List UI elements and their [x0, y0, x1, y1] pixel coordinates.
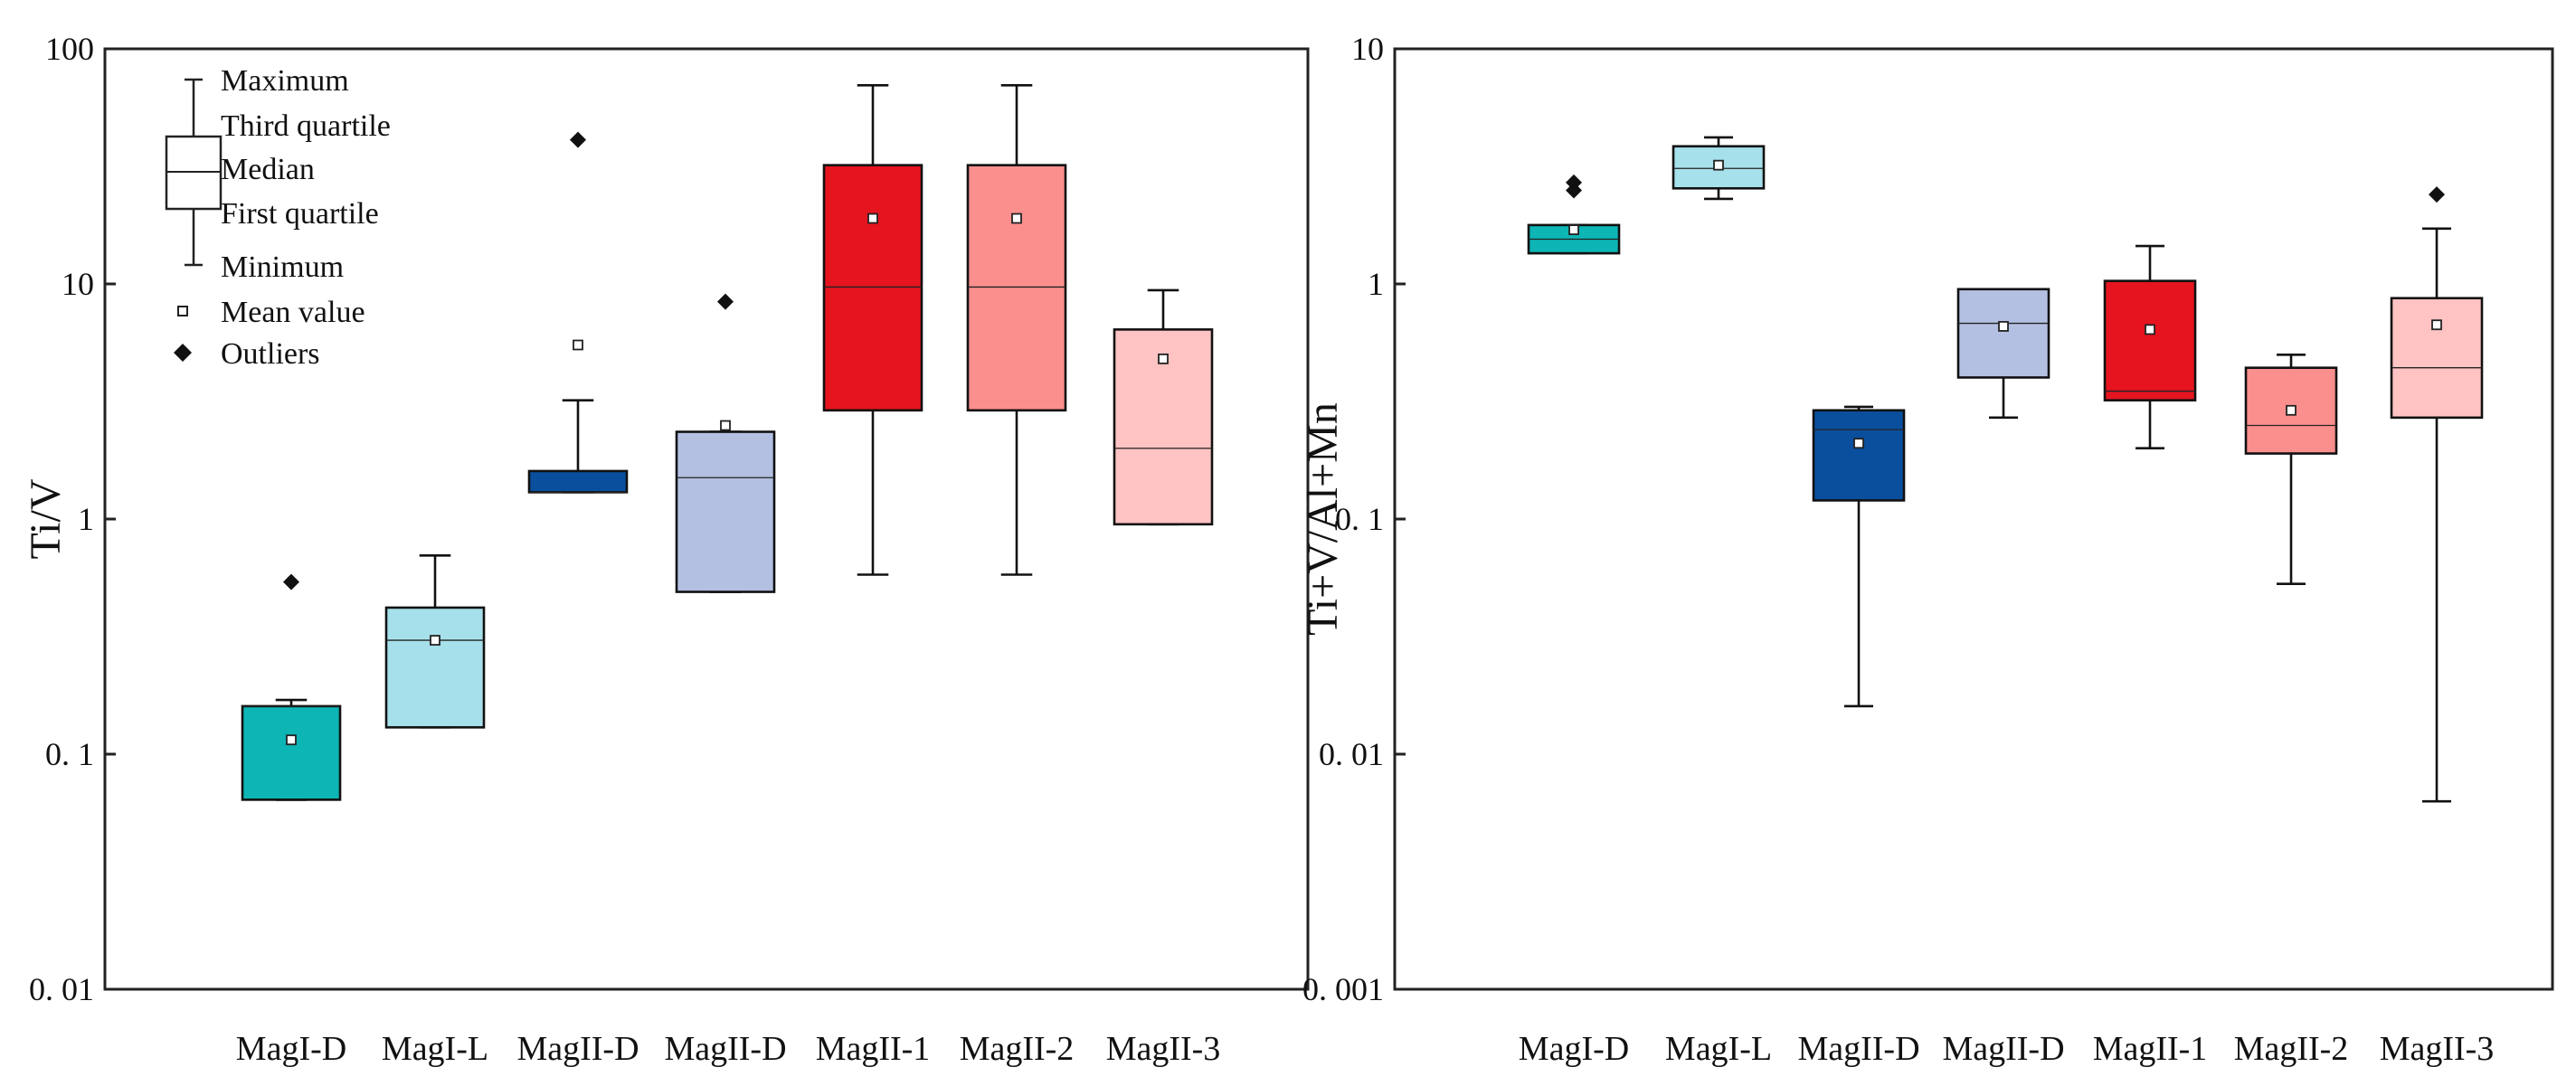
legend: Maximum Third quartile Median First quar… [165, 64, 391, 371]
legend-mean-marker [177, 306, 188, 316]
y-tick-label: 0. 1 [1335, 501, 1384, 537]
category-label: MagII-2 [2234, 1030, 2349, 1068]
y-tick-label: 0. 001 [1302, 971, 1384, 1007]
iqr-box [2103, 279, 2197, 401]
iqr-box [384, 606, 486, 729]
box-MagI-L [1672, 136, 1766, 201]
box-MagII-3 [1113, 288, 1214, 526]
legend-outlier-marker [174, 344, 192, 362]
iqr-box [241, 704, 342, 801]
box-MagII-2 [2244, 353, 2338, 585]
outlier-marker [2429, 186, 2445, 203]
y-tick-label: 100 [45, 31, 94, 67]
category-label: MagII-D [1797, 1030, 1919, 1068]
iqr-box [527, 469, 629, 494]
category-label: MagII-2 [960, 1030, 1075, 1068]
mean-marker [2145, 324, 2155, 335]
iqr-box [966, 164, 1067, 412]
legend-third-quartile: Third quartile [221, 109, 391, 143]
boxes-ti-v-al-mn [1527, 136, 2484, 803]
category-label: MagI-D [1519, 1030, 1629, 1068]
legend-box-symbol [165, 78, 223, 267]
legend-outliers: Outliers [221, 337, 320, 371]
mean-marker [1011, 212, 1022, 224]
legend-first-quartile: First quartile [221, 197, 379, 231]
y-tick-label: 1 [1368, 266, 1384, 302]
y-axis-ti-v: 0. 01 0. 1 1 10 100 [29, 31, 116, 1007]
outlier-marker [570, 131, 586, 148]
outlier-marker [283, 573, 299, 590]
y-tick-label: 10 [1351, 31, 1384, 67]
category-label: MagII-3 [1106, 1030, 1221, 1068]
category-label: MagII-1 [816, 1030, 931, 1068]
category-label: MagII-3 [2380, 1030, 2495, 1068]
outlier-marker [1566, 174, 1582, 191]
boxes-ti-v [241, 83, 1214, 801]
legend-minimum: Minimum [221, 250, 344, 284]
mean-marker [286, 734, 297, 746]
iqr-box [1956, 288, 2050, 379]
y-tick-label: 0. 01 [1319, 736, 1384, 772]
iqr-box [822, 164, 923, 412]
mean-marker [867, 212, 878, 224]
panel-ti-v: 0. 01 0. 1 1 10 100 MagI-D MagI-L MagII-D MagII… [22, 31, 1310, 1068]
mean-marker [430, 635, 440, 646]
box-MagI-D [1527, 174, 1621, 255]
legend-mean-value: Mean value [221, 296, 365, 329]
legend-median: Median [221, 153, 315, 186]
mean-marker [1998, 321, 2009, 332]
box-MagII-D [527, 131, 629, 494]
box-MagII-1 [822, 83, 923, 576]
y-axis-title-ti-v-al-mn: Ti+V/Al+Mn [1299, 402, 1347, 636]
category-label: MagII-D [1942, 1030, 2064, 1068]
category-label: MagII-1 [2093, 1030, 2208, 1068]
legend-maximum: Maximum [221, 64, 349, 98]
box-MagII-2 [966, 83, 1067, 576]
mean-marker [573, 339, 583, 351]
iqr-box [1812, 409, 1906, 502]
plot-frame-ti-v-al-mn [1393, 47, 2554, 991]
category-label: MagII-D [516, 1030, 639, 1068]
outlier-marker [717, 293, 734, 310]
mean-marker [1853, 438, 1864, 449]
x-axis-ti-v-al-mn: MagI-D MagI-L MagII-D MagII-D MagII-1 MagII-2… [1519, 1030, 2495, 1068]
box-MagI-D [241, 573, 342, 801]
mean-marker [2431, 319, 2442, 331]
mean-marker [1568, 224, 1579, 235]
y-tick-label: 0. 01 [29, 971, 94, 1007]
y-axis-ti-v-al-mn: 0. 001 0. 01 0. 1 1 10 [1302, 31, 1406, 1007]
box-MagII-D [675, 293, 776, 593]
box-MagI-L [384, 553, 486, 729]
box-MagII-D [1956, 288, 2050, 420]
y-tick-label: 10 [62, 266, 94, 302]
y-axis-title-ti-v: Ti/V [22, 478, 70, 559]
mean-marker [1158, 353, 1169, 364]
y-tick-label: 1 [78, 501, 94, 537]
category-label: MagII-D [664, 1030, 786, 1068]
category-label: MagI-L [382, 1030, 488, 1068]
mean-marker [2286, 404, 2297, 416]
box-MagII-D [1812, 405, 1906, 708]
mean-marker [1713, 159, 1724, 171]
x-axis-ti-v: MagI-D MagI-L MagII-D MagII-D MagII-1 MagII-2… [236, 1030, 1221, 1068]
box-MagII-3 [2390, 186, 2484, 803]
iqr-box [2390, 297, 2484, 420]
iqr-box [675, 430, 776, 593]
box-MagII-1 [2103, 244, 2197, 450]
category-label: MagI-L [1665, 1030, 1772, 1068]
y-tick-label: 0. 1 [45, 736, 94, 772]
category-label: MagI-D [236, 1030, 346, 1068]
mean-marker [720, 420, 731, 431]
